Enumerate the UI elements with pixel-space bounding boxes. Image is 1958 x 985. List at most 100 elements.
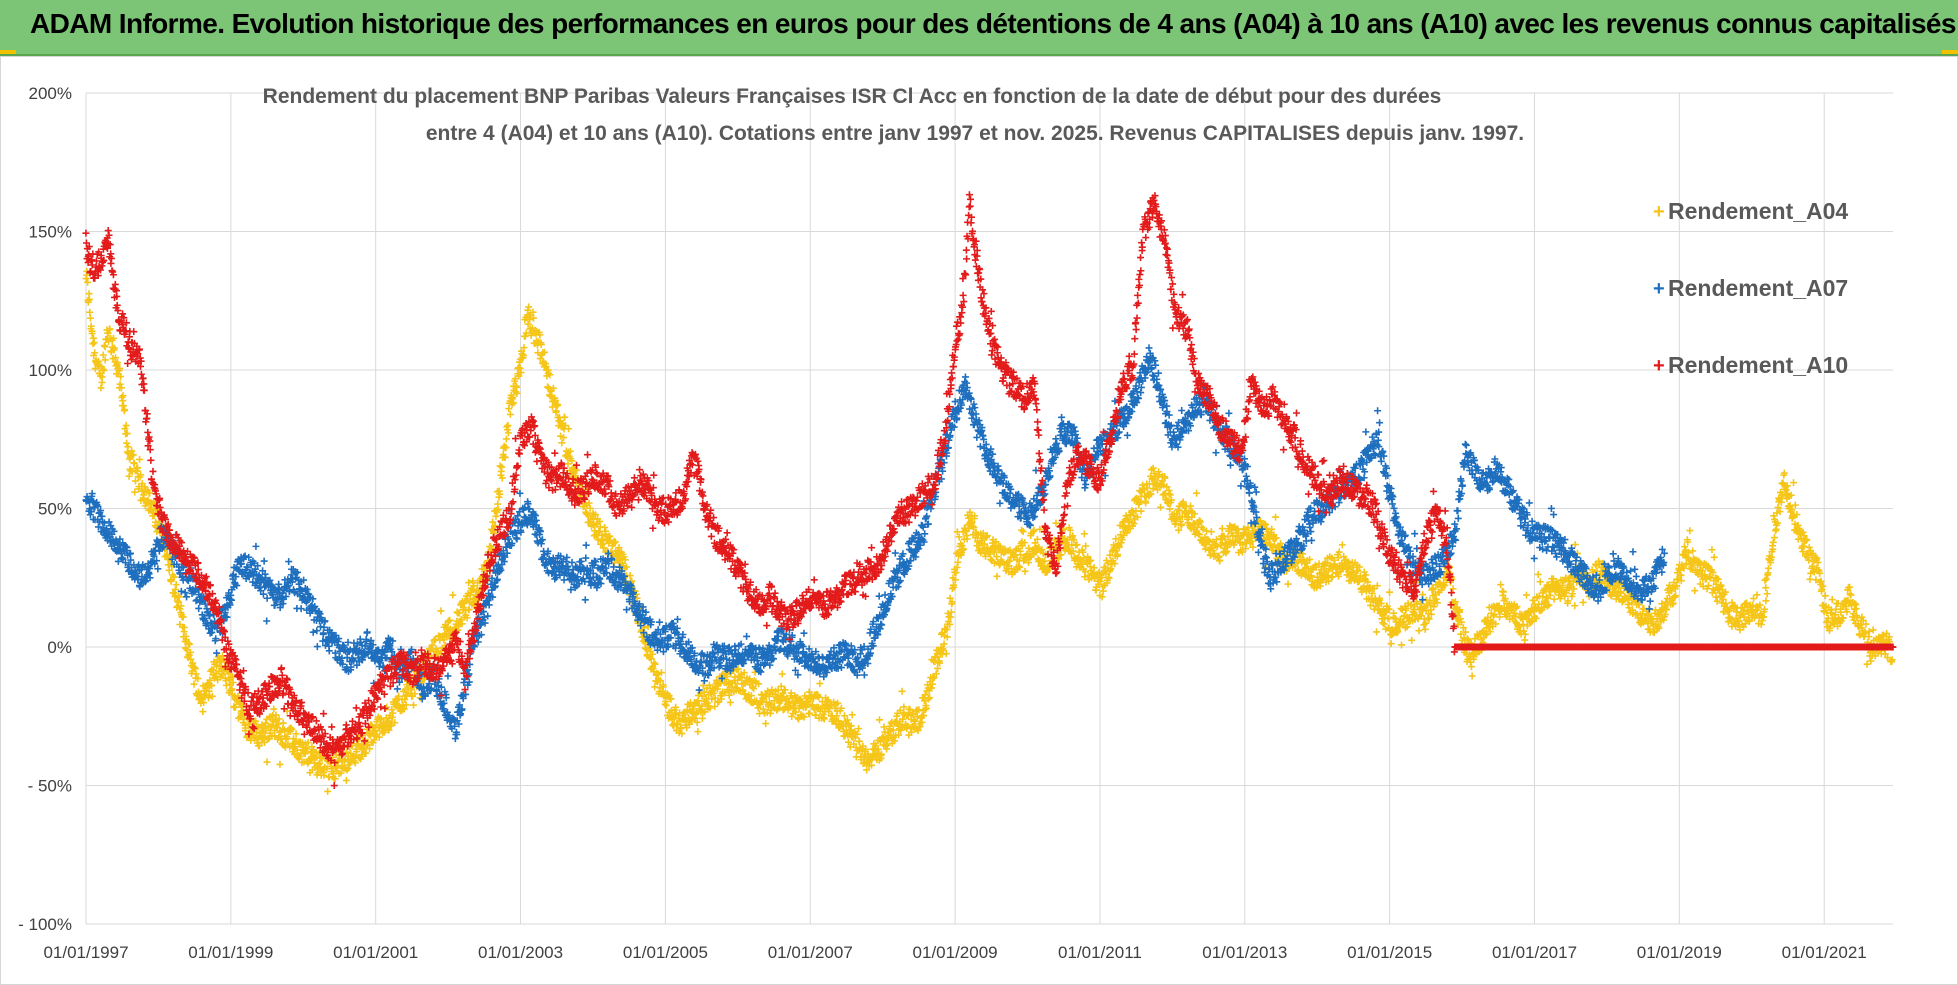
point-A04 [698,714,706,722]
point-A04 [268,721,276,729]
report-banner: ADAM Informe. Evolution historique des p… [0,0,1958,56]
point-A04 [279,719,287,727]
point-A04 [401,695,409,703]
point-A04 [1025,544,1033,552]
y-tick-label: 150% [29,223,72,242]
point-A04 [648,650,656,658]
point-A04 [365,731,373,739]
point-A04 [104,329,112,337]
point-A04 [1157,503,1165,511]
point-A04 [498,463,506,471]
point-A04 [281,726,289,734]
point-A04 [647,655,655,663]
point-A04 [385,714,393,722]
point-A04 [342,776,350,784]
point-A04 [1373,628,1381,636]
point-A04 [875,716,883,724]
point-A04 [1384,615,1392,623]
point-A04 [229,679,237,687]
point-A07 [577,557,585,565]
point-A04 [99,365,107,373]
point-A04 [222,681,230,689]
point-A04 [150,512,158,520]
point-A07 [263,617,271,625]
point-A04 [694,728,702,736]
point-A04 [185,639,193,647]
point-A07 [582,541,590,549]
point-A04 [502,435,510,443]
point-A04 [1686,527,1694,535]
point-A04 [516,364,524,372]
point-A04 [1536,578,1544,586]
point-A04 [506,410,514,418]
point-A04 [536,355,544,363]
point-A04 [465,579,473,587]
point-A04 [463,614,471,622]
point-A04 [125,472,133,480]
point-A04 [1821,592,1829,600]
point-A04 [650,659,658,667]
point-A04 [124,443,132,451]
point-A07 [325,647,333,655]
point-A04 [1550,595,1558,603]
point-A04 [591,511,599,519]
point-A04 [132,477,140,485]
point-A04 [344,764,352,772]
point-A04 [130,459,138,467]
point-A04 [116,365,124,373]
point-A04 [110,344,118,352]
point-A04 [659,683,667,691]
point-A04 [554,401,562,409]
y-tick-label: - 100% [18,915,72,934]
y-tick-label: 50% [38,500,72,519]
point-A04 [469,577,477,585]
point-A04 [726,698,734,706]
point-A04 [276,760,284,768]
point-A04 [1386,588,1393,596]
point-A04 [324,787,332,795]
point-A04 [194,675,202,683]
point-A04 [208,682,216,690]
point-A04 [521,332,529,340]
point-A04 [552,407,560,415]
point-A04 [320,771,328,779]
point-A04 [449,591,457,599]
point-A04 [119,402,127,410]
point-A04 [616,554,624,562]
point-A04 [85,295,93,303]
point-A04 [512,383,520,391]
point-A04 [234,692,242,700]
data-points [82,191,1897,795]
point-A04 [117,373,125,381]
point-A04 [122,421,130,429]
point-A04 [288,725,296,733]
point-A04 [1763,590,1771,598]
point-A04 [583,510,591,518]
point-A04 [165,566,173,574]
point-A04 [143,497,151,505]
point-A04 [1082,542,1090,550]
point-A04 [1750,594,1758,602]
point-A04 [271,732,279,740]
point-A04 [494,506,502,514]
point-A04 [91,349,99,357]
point-A04 [529,314,537,322]
point-A04 [568,457,576,465]
point-A04 [1790,479,1798,487]
point-A04 [898,687,906,695]
point-A04 [84,278,92,286]
point-A04 [504,429,512,437]
point-A04 [1805,543,1813,551]
point-A04 [993,572,1001,580]
point-A04 [351,759,359,767]
point-A04 [549,384,557,392]
point-A04 [283,733,291,741]
point-A04 [1467,663,1475,671]
point-A04 [146,489,154,497]
point-A04 [252,717,260,725]
point-A04 [180,624,188,631]
point-A04 [510,399,518,407]
point-A07 [568,558,576,566]
point-A04 [611,538,619,546]
point-A07 [260,557,268,565]
